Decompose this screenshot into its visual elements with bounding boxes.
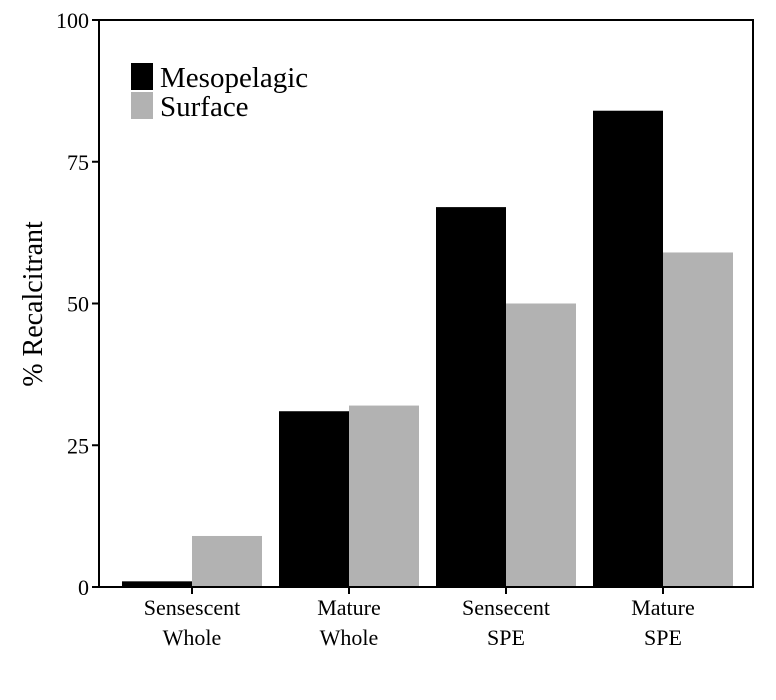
bar-mesopelagic-2	[436, 207, 506, 588]
plot-frame	[98, 19, 754, 588]
legend-label-surface: Surface	[160, 91, 249, 123]
x-tick-label-1-1: Whole	[320, 625, 379, 650]
y-tick-label-0: 0	[78, 575, 89, 600]
legend-label-mesopelagic: Mesopelagic	[160, 62, 308, 94]
x-tick-label-0-0: Sensescent	[144, 595, 241, 620]
x-tick-label-1-0: Mature	[317, 595, 381, 620]
x-tick-label-0-1: Whole	[163, 625, 222, 650]
x-axis-ticks: Sensescent Whole Mature Whole Sensecent SPE Ma…	[144, 587, 695, 650]
bars-group	[122, 110, 733, 588]
y-axis-ticks: 0 25 50 75 100	[56, 8, 99, 600]
bar-mesopelagic-0	[122, 581, 192, 587]
bar-surface-0	[192, 535, 262, 587]
bar-surface-1	[349, 405, 419, 587]
bar-mesopelagic-3	[593, 110, 663, 587]
x-tick-label-3-0: Mature	[631, 595, 695, 620]
bar-mesopelagic-1	[279, 411, 349, 587]
legend-swatch-mesopelagic	[131, 63, 153, 90]
y-tick-label-2: 50	[67, 292, 89, 317]
y-tick-label-3: 75	[67, 150, 89, 175]
y-axis-title: % Recalcitrant	[18, 221, 49, 387]
x-tick-label-2-1: SPE	[487, 625, 525, 650]
x-tick-label-3-1: SPE	[644, 625, 682, 650]
bar-surface-2	[506, 303, 576, 587]
y-tick-label-1: 25	[67, 433, 89, 458]
x-tick-label-2-0: Sensecent	[462, 595, 550, 620]
y-tick-label-4: 100	[56, 8, 89, 33]
bar-surface-3	[663, 252, 733, 587]
legend-swatch-surface	[131, 92, 153, 119]
